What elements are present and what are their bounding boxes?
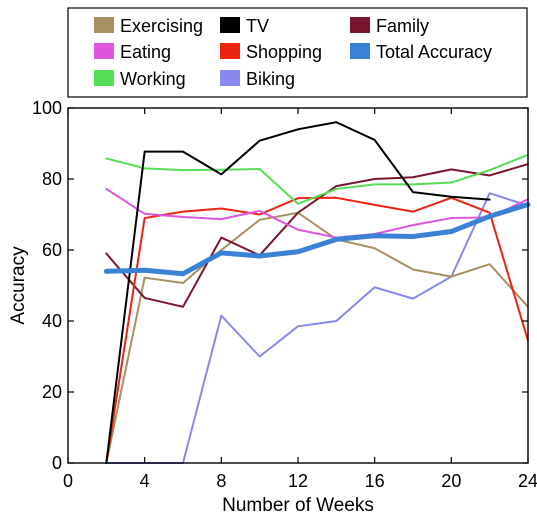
x-tick-label: 20: [441, 471, 461, 491]
x-tick-label: 0: [63, 471, 73, 491]
legend-label-shopping: Shopping: [246, 42, 322, 62]
legend-swatch-biking: [220, 70, 240, 86]
x-tick-label: 16: [365, 471, 385, 491]
x-tick-label: 8: [216, 471, 226, 491]
plot-frame: [67, 107, 529, 464]
legend-label-tv: TV: [246, 16, 269, 36]
legend-label-working: Working: [120, 69, 186, 89]
series-line-working: [105, 153, 529, 205]
series-line-family: [105, 163, 529, 308]
series-line-total-accuracy: [103, 202, 531, 277]
series-line-eating: [105, 187, 529, 239]
y-tick-label: 80: [42, 169, 62, 189]
legend-frame: [67, 7, 528, 98]
legend-item-total-accuracy: Total Accuracy: [350, 42, 492, 62]
series-line-exercising: [105, 211, 529, 464]
y-tick-label: 20: [42, 382, 62, 402]
legend-item-shopping: Shopping: [220, 42, 322, 62]
legend-swatch-eating: [94, 43, 114, 59]
legend-swatch-total-accuracy: [350, 43, 370, 59]
legend-label-biking: Biking: [246, 69, 295, 89]
series-line-shopping: [105, 196, 529, 464]
legend-item-eating: Eating: [94, 42, 171, 62]
legend-label-exercising: Exercising: [120, 16, 203, 36]
legend-item-tv: TV: [220, 16, 269, 36]
y-tick-label: 0: [52, 453, 62, 473]
x-axis-title: Number of Weeks: [222, 495, 374, 516]
y-tick-label: 100: [32, 98, 62, 118]
legend-label-family: Family: [376, 16, 429, 36]
legend: Exercising TV Family Eating Shopping Total Ac…: [67, 7, 528, 98]
legend-item-working: Working: [94, 69, 186, 89]
legend-label-total-accuracy: Total Accuracy: [376, 42, 492, 62]
legend-swatch-exercising: [94, 17, 114, 33]
x-tick-label: 24: [518, 471, 537, 491]
x-tick-label: 4: [140, 471, 150, 491]
x-tick-label: 12: [288, 471, 308, 491]
legend-item-biking: Biking: [220, 69, 295, 89]
y-tick-label: 40: [42, 311, 62, 331]
legend-swatch-shopping: [220, 43, 240, 59]
legend-item-family: Family: [350, 16, 429, 36]
series-line-tv: [105, 121, 491, 464]
legend-swatch-tv: [220, 17, 240, 33]
y-axis-title: Accuracy: [8, 246, 29, 325]
y-tick-label: 60: [42, 240, 62, 260]
legend-label-eating: Eating: [120, 42, 171, 62]
axes: 0 4 8 12 16 20 24 0 20 40 60 80 100: [32, 98, 537, 491]
legend-swatch-family: [350, 17, 370, 33]
legend-swatch-working: [94, 70, 114, 86]
series-layer: [103, 121, 531, 464]
legend-item-exercising: Exercising: [94, 16, 203, 36]
